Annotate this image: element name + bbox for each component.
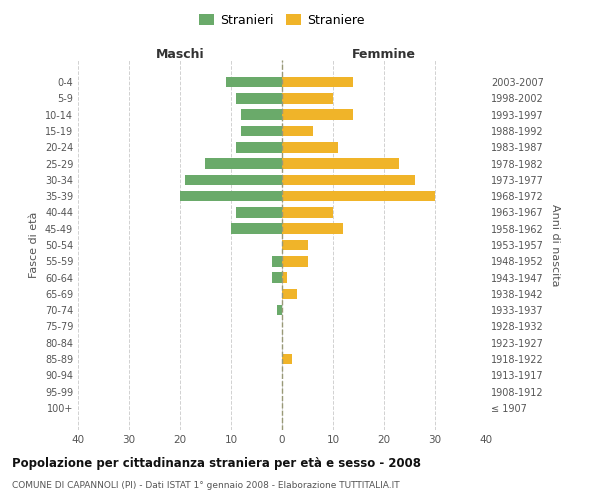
Bar: [226, 77, 282, 88]
Bar: [272, 272, 282, 283]
Bar: [282, 354, 292, 364]
Bar: [282, 77, 353, 88]
Bar: [236, 207, 282, 218]
Text: Maschi: Maschi: [155, 48, 205, 61]
Text: Femmine: Femmine: [352, 48, 416, 61]
Y-axis label: Anni di nascita: Anni di nascita: [550, 204, 560, 286]
Bar: [282, 207, 333, 218]
Bar: [282, 110, 353, 120]
Bar: [282, 93, 333, 104]
Bar: [272, 256, 282, 266]
Bar: [241, 126, 282, 136]
Bar: [282, 142, 338, 152]
Bar: [277, 305, 282, 316]
Bar: [282, 256, 308, 266]
Bar: [231, 224, 282, 234]
Bar: [185, 174, 282, 185]
Bar: [241, 110, 282, 120]
Y-axis label: Fasce di età: Fasce di età: [29, 212, 39, 278]
Legend: Stranieri, Straniere: Stranieri, Straniere: [194, 8, 370, 32]
Bar: [282, 191, 435, 202]
Bar: [236, 93, 282, 104]
Bar: [282, 158, 400, 169]
Bar: [206, 158, 282, 169]
Bar: [282, 224, 343, 234]
Bar: [282, 240, 308, 250]
Text: Popolazione per cittadinanza straniera per età e sesso - 2008: Popolazione per cittadinanza straniera p…: [12, 458, 421, 470]
Bar: [282, 126, 313, 136]
Bar: [282, 288, 298, 299]
Bar: [282, 174, 415, 185]
Bar: [180, 191, 282, 202]
Bar: [282, 272, 287, 283]
Text: COMUNE DI CAPANNOLI (PI) - Dati ISTAT 1° gennaio 2008 - Elaborazione TUTTITALIA.: COMUNE DI CAPANNOLI (PI) - Dati ISTAT 1°…: [12, 481, 400, 490]
Bar: [236, 142, 282, 152]
